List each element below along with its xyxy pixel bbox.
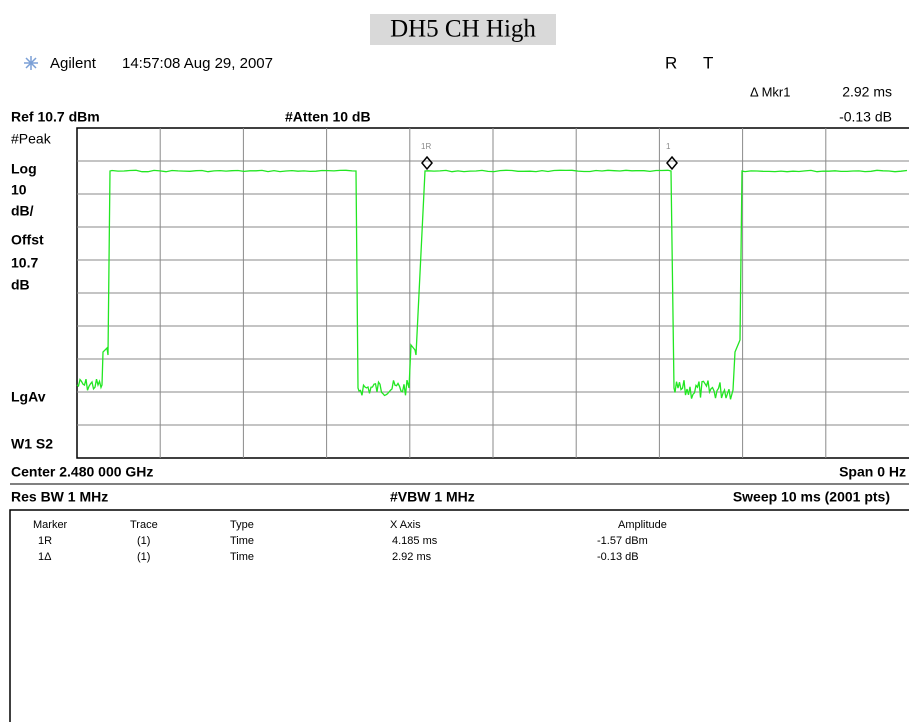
table-cell: -0.13 dB <box>597 551 639 563</box>
left-annotation: dB <box>11 277 30 293</box>
marker-diamond <box>666 155 678 171</box>
brand: Agilent <box>50 55 97 72</box>
table-cell: (1) <box>137 535 150 547</box>
status: R <box>665 53 677 72</box>
table-header: Trace <box>130 519 158 531</box>
left-annotation: Log <box>11 161 37 177</box>
sweep: Sweep 10 ms (2001 pts) <box>733 489 890 505</box>
agilent-logo <box>24 56 38 70</box>
table-header: Type <box>230 519 254 531</box>
table-cell: 2.92 ms <box>392 551 432 563</box>
left-annotation: 10 <box>11 182 27 198</box>
status: T <box>703 53 713 72</box>
table-header: Amplitude <box>618 519 667 531</box>
w1-s2: W1 S2 <box>11 436 53 452</box>
table-header: Marker <box>33 519 68 531</box>
table-cell: Time <box>230 535 254 547</box>
marker-diamond <box>421 155 433 171</box>
trace <box>76 169 908 400</box>
timestamp: 14:57:08 Aug 29, 2007 <box>122 55 273 72</box>
table-cell: 1Δ <box>38 551 52 563</box>
title-box <box>370 14 556 45</box>
table-cell: (1) <box>137 551 150 563</box>
page-title: DH5 CH High <box>390 16 536 43</box>
left-annotation: 10.7 <box>11 255 38 271</box>
marker-readout-y: -0.13 dB <box>839 109 892 125</box>
table-cell: Time <box>230 551 254 563</box>
table-cell: 4.185 ms <box>392 535 438 547</box>
center-frequency: Center 2.480 000 GHz <box>11 464 153 480</box>
marker-readout-x: 2.92 ms <box>842 84 892 100</box>
lgav: LgAv <box>11 389 46 405</box>
marker-readout-label: Δ Mkr1 <box>750 84 790 99</box>
table-cell: 1R <box>38 535 52 547</box>
ref-level: Ref 10.7 dBm <box>11 109 100 125</box>
table-cell: -1.57 dBm <box>597 535 648 547</box>
table-header: X Axis <box>390 519 421 531</box>
marker-table-box <box>9 509 909 722</box>
attenuation: #Atten 10 dB <box>285 109 371 125</box>
left-annotation: dB/ <box>11 203 34 219</box>
left-annotation: #Peak <box>11 131 52 147</box>
marker-label: 1 <box>666 142 671 151</box>
left-annotation: Offst <box>11 232 44 248</box>
marker-label: 1R <box>421 142 431 151</box>
video-bandwidth: #VBW 1 MHz <box>390 489 475 505</box>
span: Span 0 Hz <box>839 464 906 480</box>
graticule <box>77 128 909 458</box>
resolution-bandwidth: Res BW 1 MHz <box>11 489 108 505</box>
